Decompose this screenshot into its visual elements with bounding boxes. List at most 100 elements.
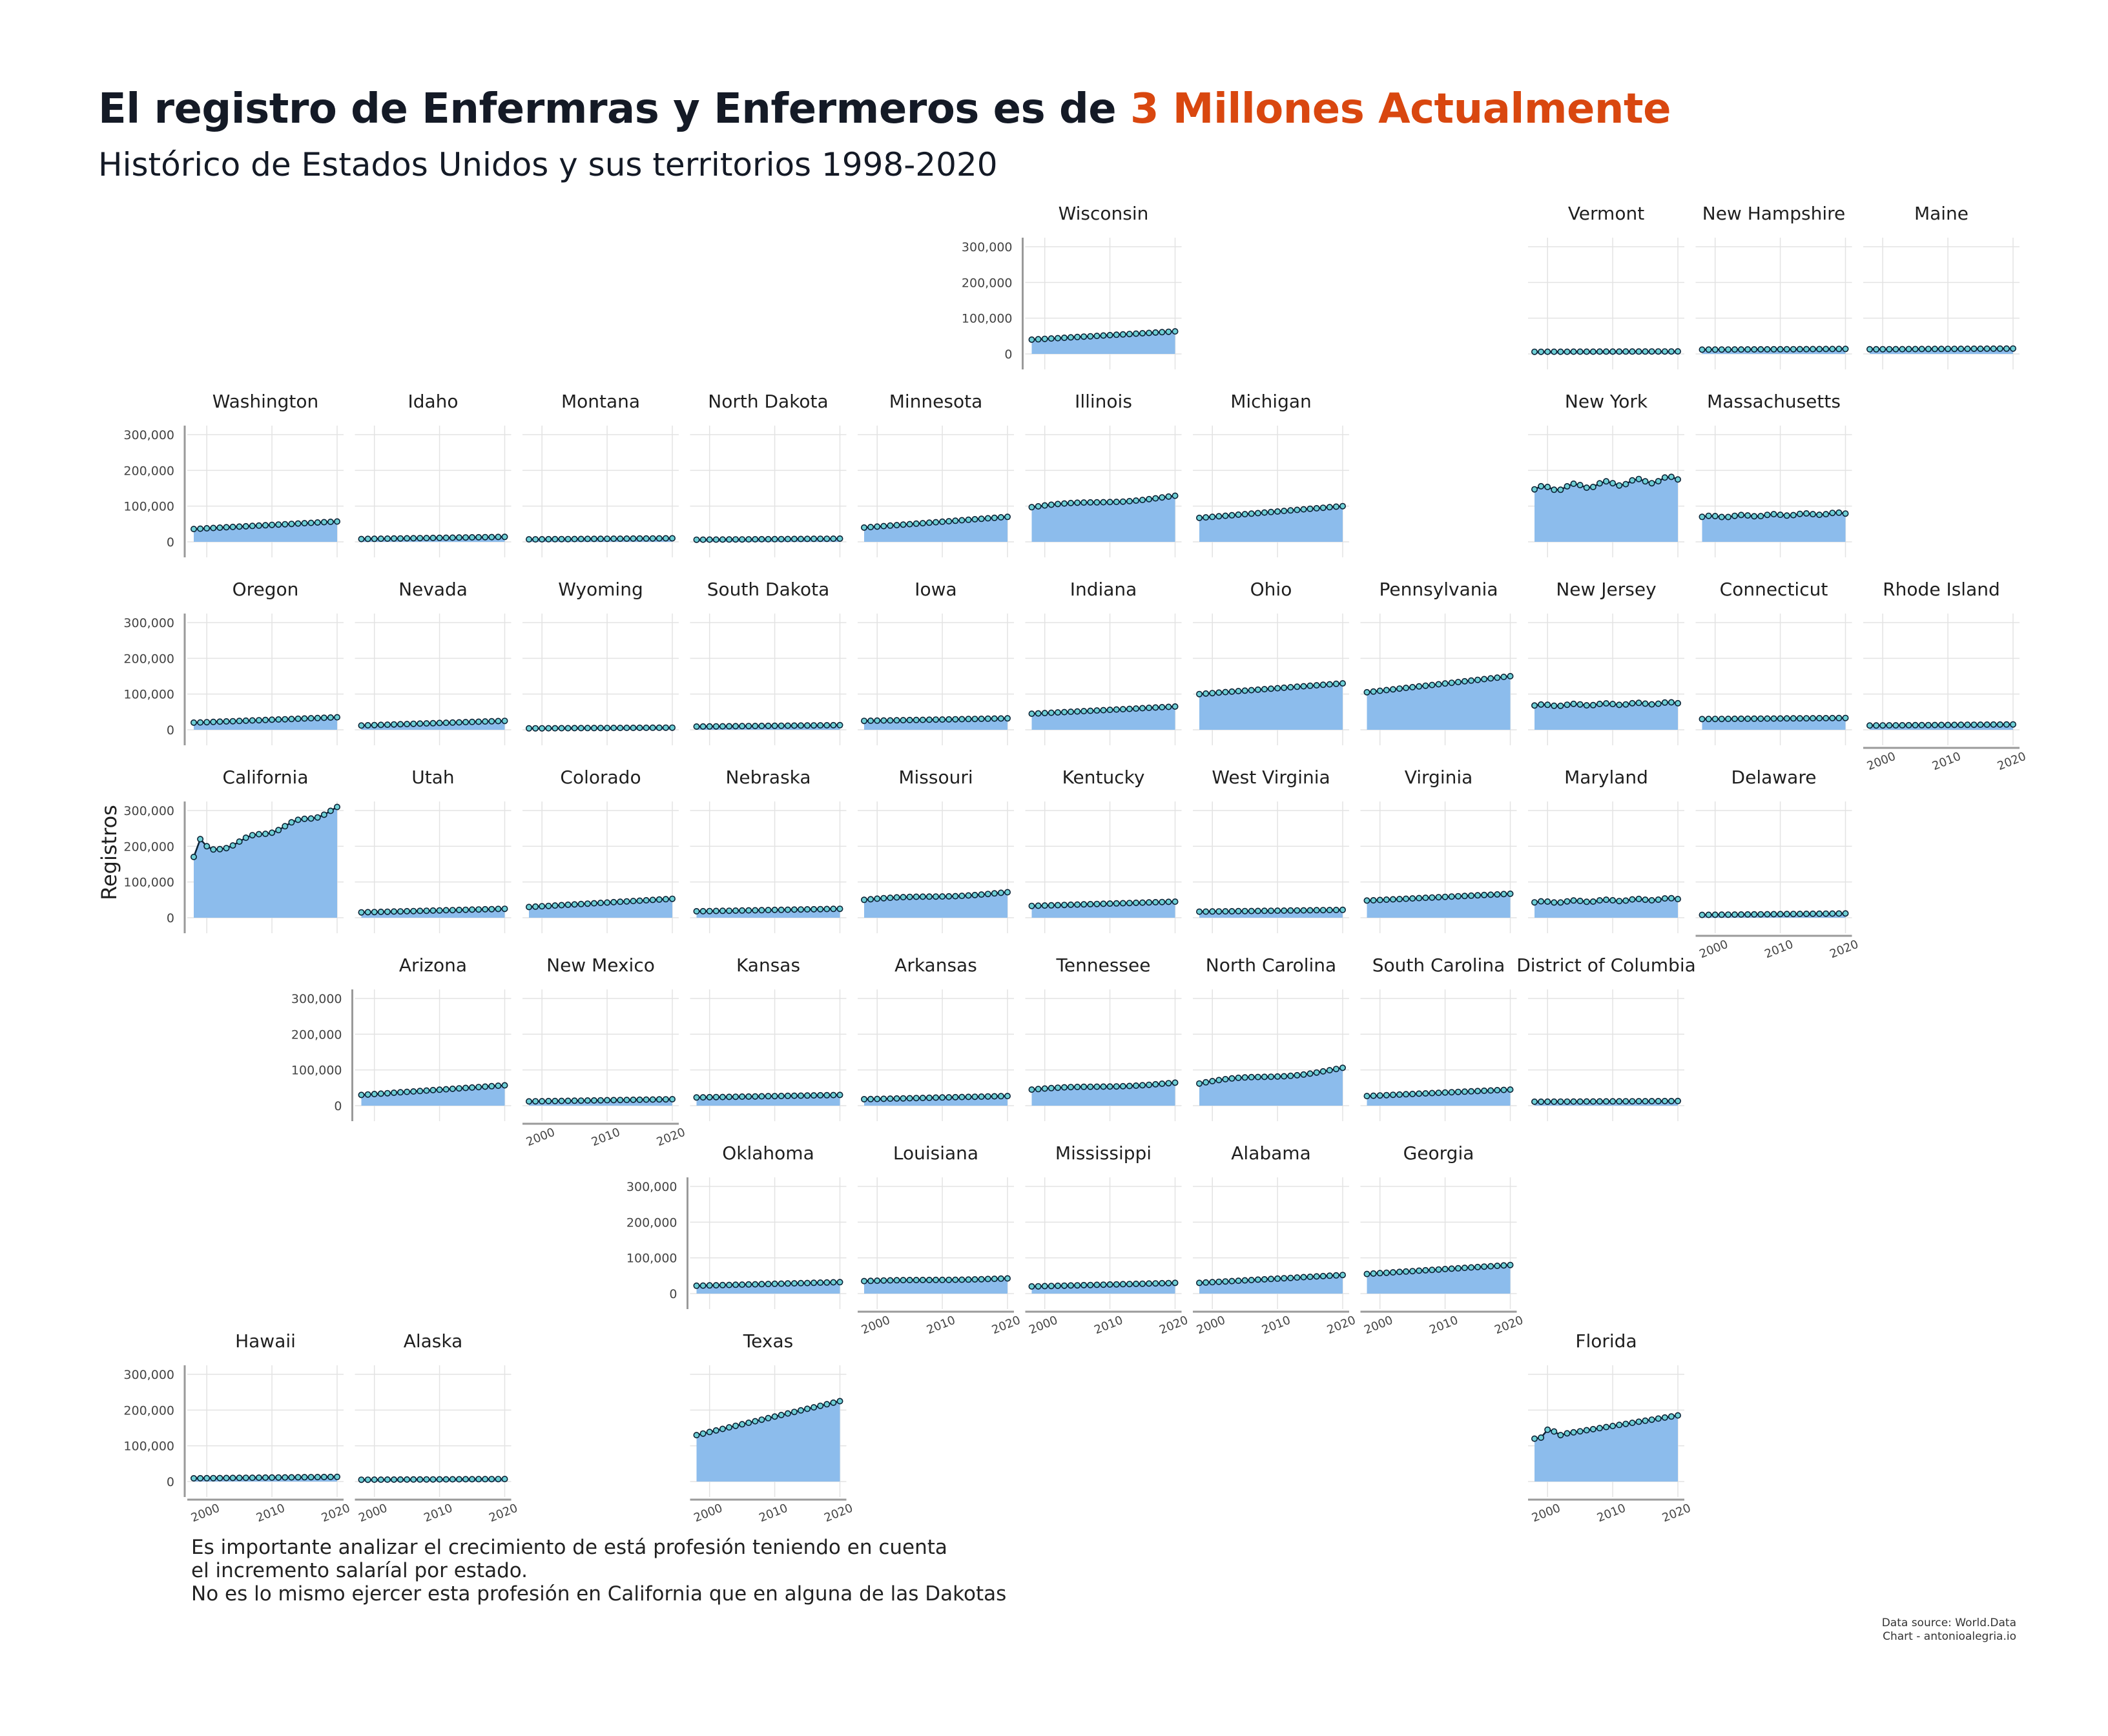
data-point (946, 893, 953, 900)
data-point (1996, 345, 2003, 352)
data-point (1409, 1090, 1416, 1097)
data-point (1990, 345, 1997, 352)
data-point (1106, 1281, 1113, 1288)
data-point (1668, 1413, 1675, 1420)
data-point (669, 1096, 676, 1103)
data-point (1074, 1282, 1081, 1289)
data-point (906, 521, 913, 528)
data-point (558, 535, 565, 542)
data-point (1796, 346, 1803, 353)
data-point (1268, 508, 1275, 515)
data-point (1409, 684, 1416, 691)
data-point (564, 1097, 572, 1104)
data-point (649, 896, 656, 904)
data-point (745, 1281, 752, 1288)
data-point (577, 1097, 584, 1104)
data-point (255, 522, 262, 529)
data-point (384, 908, 391, 915)
source-line: Chart - antonioalegria.io (1883, 1630, 2016, 1643)
panel-georgia: Georgia 2000 2010 2020 (1360, 1142, 1525, 1338)
data-point (636, 724, 643, 731)
data-point (1119, 1281, 1126, 1288)
data-point (1235, 907, 1242, 914)
data-point (384, 535, 391, 542)
data-point (817, 535, 824, 542)
data-point (1139, 705, 1146, 712)
data-point (397, 1476, 404, 1483)
panel-title: Indiana (1070, 579, 1137, 600)
data-point (617, 725, 624, 732)
data-point (384, 1476, 391, 1483)
data-point (861, 1096, 868, 1103)
data-point (1866, 346, 1874, 353)
data-point (1442, 1266, 1449, 1273)
data-point (1196, 514, 1203, 521)
data-point (1705, 716, 1712, 723)
x-tick-label: 2010 (1260, 1314, 1292, 1338)
data-point (1596, 480, 1603, 487)
data-point (307, 1474, 315, 1481)
data-point (210, 718, 217, 725)
data-point (906, 716, 913, 723)
data-point (939, 1276, 946, 1283)
data-point (1261, 907, 1268, 914)
data-point (571, 725, 578, 732)
data-point (436, 907, 443, 914)
data-point (991, 890, 998, 897)
data-point (1487, 1263, 1494, 1270)
data-point (1770, 911, 1777, 918)
data-point (501, 533, 508, 541)
data-point (1635, 895, 1642, 902)
data-point (1777, 512, 1784, 519)
data-point (1829, 510, 1836, 517)
data-point (830, 1399, 837, 1406)
data-point (410, 1088, 417, 1095)
y-tick-label: 0 (167, 723, 174, 738)
data-point (758, 723, 765, 730)
data-point (384, 721, 391, 728)
x-tick-label: 2000 (524, 1126, 557, 1150)
data-point (1074, 333, 1081, 340)
data-point (1287, 1274, 1294, 1281)
data-point (410, 1476, 417, 1483)
data-point (1718, 911, 1725, 918)
data-point (669, 724, 676, 731)
data-point (712, 723, 719, 730)
data-point (455, 1476, 462, 1483)
x-tick-label: 2000 (1362, 1314, 1394, 1338)
data-point (1790, 512, 1797, 519)
data-point (333, 714, 340, 721)
data-point (1100, 332, 1107, 339)
data-point (288, 819, 295, 826)
data-point (288, 716, 295, 723)
data-point (1068, 1084, 1075, 1091)
data-point (262, 716, 269, 723)
data-point (429, 1086, 437, 1093)
data-point (1429, 1266, 1436, 1274)
data-point (1087, 707, 1094, 714)
data-point (417, 720, 424, 727)
data-point (1931, 721, 1938, 728)
data-point (455, 719, 462, 726)
data-point (564, 901, 572, 908)
data-point (436, 534, 443, 541)
data-point (784, 722, 791, 729)
data-point (1241, 1074, 1248, 1081)
data-point (830, 1091, 837, 1099)
data-point (210, 1474, 217, 1482)
y-tick-label: 100,000 (123, 688, 174, 702)
data-point (1635, 475, 1642, 482)
panel-title: Massachusetts (1707, 391, 1841, 412)
data-point (1203, 1079, 1210, 1086)
series-area (1031, 331, 1175, 354)
data-point (1403, 1091, 1410, 1098)
data-point (1494, 891, 1501, 898)
x-tick-label: 2000 (1865, 750, 1897, 774)
data-point (778, 535, 785, 542)
data-point (584, 1097, 591, 1104)
data-point (1551, 899, 1558, 906)
data-point (693, 723, 700, 730)
data-point (488, 533, 495, 541)
data-point (1261, 509, 1268, 516)
data-point (1912, 346, 1919, 353)
